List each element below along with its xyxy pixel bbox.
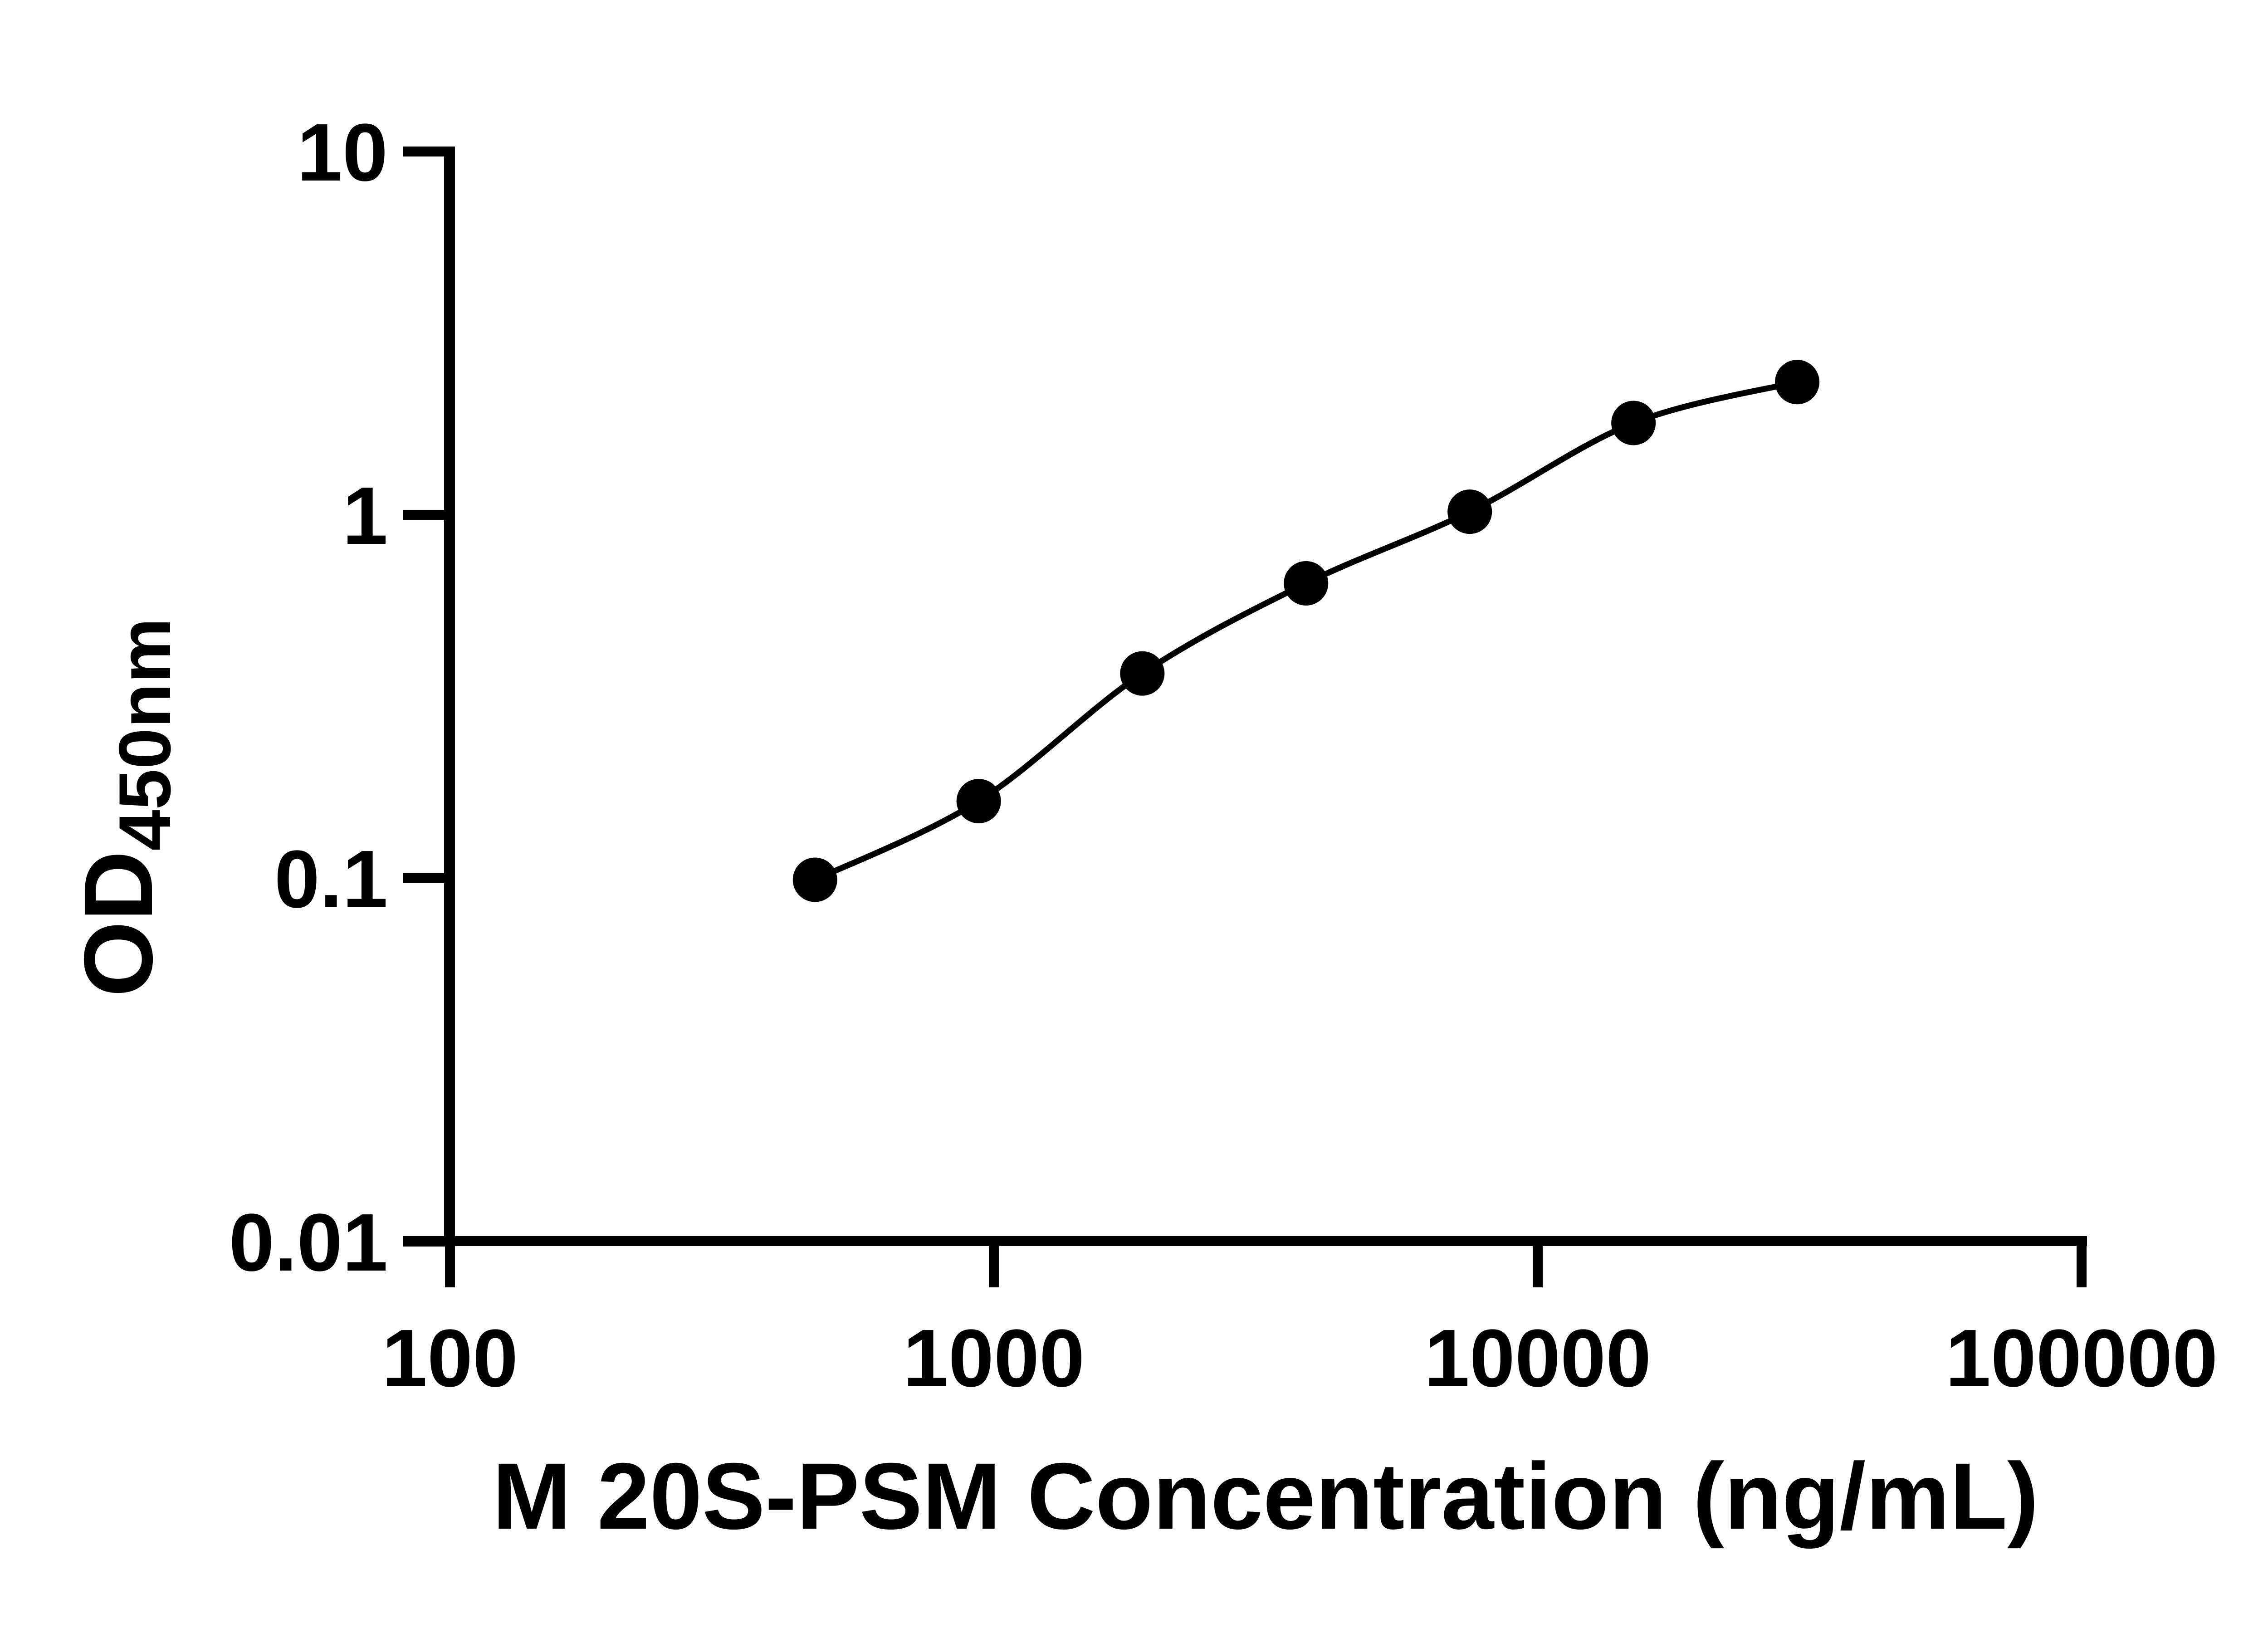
x-ticks: [445, 1236, 2087, 1287]
x-tick-label: 10000: [1424, 1313, 1652, 1404]
data-point: [1775, 360, 1820, 405]
x-tick-label: 100000: [1945, 1313, 2218, 1404]
y-axis-title-subscript: 450nm: [104, 618, 186, 851]
data-point: [956, 779, 1001, 824]
x-tick-label: 1000: [903, 1313, 1085, 1404]
data-points: [792, 360, 1820, 902]
y-tick-label: 0.1: [274, 834, 388, 925]
data-point: [1120, 651, 1165, 696]
y-tick-labels: 10 1 0.1 0.01: [229, 107, 388, 1288]
data-point: [1611, 401, 1656, 445]
y-axis-title: OD450nm: [64, 618, 186, 997]
x-axis-title: M 20S-PSM Concentration (ng/mL): [493, 1444, 2039, 1549]
x-tick-labels: 100 1000 10000 100000: [382, 1313, 2218, 1404]
y-tick-label: 0.01: [229, 1197, 388, 1288]
y-tick-label: 1: [342, 470, 388, 562]
data-point: [1284, 561, 1329, 606]
data-point: [792, 857, 837, 902]
y-axis-title-main: OD: [64, 851, 173, 997]
x-tick-label: 100: [382, 1313, 518, 1404]
y-tick-label: 10: [297, 107, 388, 198]
data-point: [1447, 489, 1492, 534]
